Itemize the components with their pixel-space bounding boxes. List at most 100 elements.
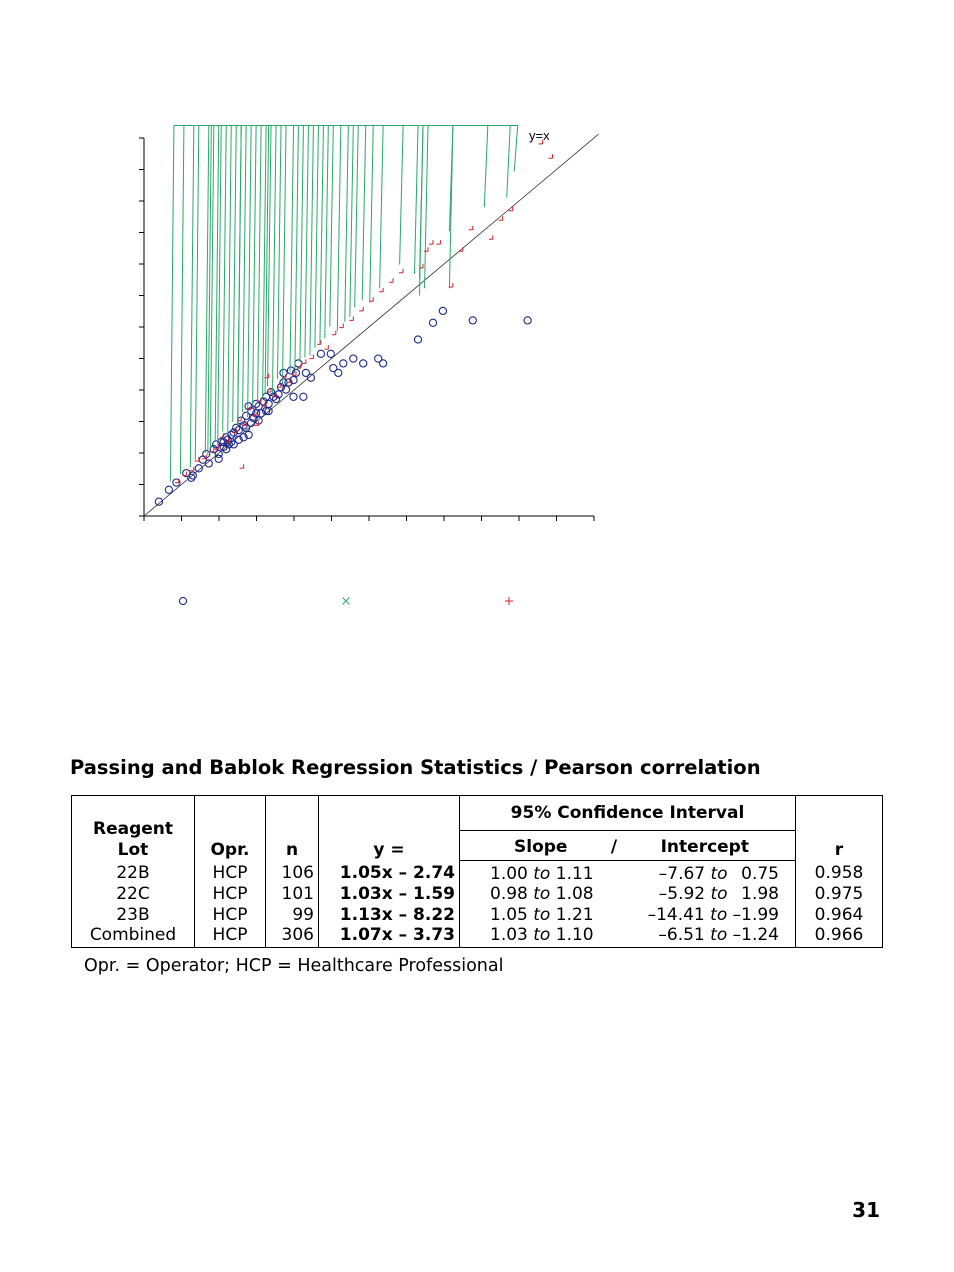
- data-point-x: [325, 126, 347, 342]
- slope-high: 1.11: [555, 863, 594, 884]
- intercept-range: –6.51 to –1.24: [609, 925, 779, 946]
- intercept-range: –14.41 to –1.99: [609, 905, 779, 926]
- data-point-plus: [239, 464, 245, 469]
- cell-n: 306: [265, 925, 319, 948]
- col-header-operator: Opr.: [194, 795, 266, 860]
- data-point-circle: [229, 428, 238, 437]
- to-word: to: [710, 884, 728, 904]
- cell-confidence-interval: 1.03 to 1.10 –6.51 to –1.24: [459, 925, 796, 948]
- slope-low: 1.03: [490, 925, 528, 945]
- data-point-plus: [331, 330, 337, 336]
- data-point-x: [337, 126, 341, 335]
- data-point-plus: [508, 206, 514, 212]
- data-point-circle: [246, 418, 256, 428]
- cell-lot: Combined: [71, 925, 195, 948]
- data-point-circle: [286, 366, 296, 375]
- cell-operator: HCP: [194, 925, 266, 948]
- to-word: to: [710, 925, 728, 945]
- cell-n: 99: [265, 904, 319, 925]
- reference-line-label: y=x: [529, 128, 550, 143]
- data-point-circle: [349, 354, 358, 363]
- table-body: 22B HCP 106 1.05x – 2.74 1.00 to 1.11 –7.67 t…: [71, 860, 883, 948]
- intercept-high: –1.99: [732, 904, 779, 925]
- legend-marker-x: [342, 597, 350, 605]
- data-point-circle: [284, 378, 293, 387]
- data-point-circle: [239, 433, 248, 442]
- data-point-plus: [448, 283, 454, 288]
- data-point-circle: [194, 464, 203, 473]
- slope-high: 1.10: [555, 925, 594, 945]
- legend-marker-circle: [178, 596, 188, 606]
- cell-r: 0.964: [795, 904, 883, 925]
- data-point-plus: [316, 340, 322, 345]
- slope-range: 0.98 to 1.08: [490, 884, 594, 905]
- cell-operator: HCP: [194, 904, 266, 925]
- cell-confidence-interval: 1.05 to 1.21 –14.41 to –1.99: [459, 904, 796, 926]
- data-point-plus: [399, 268, 404, 274]
- section-title: Passing and Bablok Regression Statistics…: [70, 756, 761, 779]
- cell-confidence-interval: 0.98 to 1.08 –5.92 to 1.98: [459, 884, 796, 905]
- slope-low: 1.05: [490, 904, 528, 925]
- col-header-r: r: [795, 795, 883, 860]
- data-point-plus: [538, 139, 544, 145]
- col-header-reagent-lot: Reagent Lot: [71, 795, 195, 860]
- data-point-circle: [301, 368, 311, 378]
- cell-n: 101: [265, 884, 319, 905]
- data-point-plus: [247, 404, 252, 410]
- slope-range: 1.05 to 1.21: [490, 905, 594, 926]
- data-point-plus: [254, 421, 260, 426]
- data-point-x: [195, 126, 468, 464]
- slash-separator: /: [610, 837, 618, 857]
- data-point-circle: [229, 440, 238, 449]
- data-point-circle: [214, 454, 223, 463]
- data-point-plus: [272, 392, 277, 398]
- data-point-plus: [219, 433, 225, 438]
- data-point-plus: [257, 397, 262, 402]
- intercept-high: 0.75: [741, 863, 779, 884]
- data-point-circle: [438, 306, 448, 316]
- to-word: to: [710, 863, 728, 884]
- table-row: Combined HCP 306 1.07x – 3.73 1.03 to 1.10 –6…: [71, 925, 883, 948]
- data-point-circle: [339, 359, 348, 368]
- reagent-lot-header-text: Reagent Lot: [92, 819, 174, 860]
- data-point-circle: [299, 392, 308, 401]
- data-point-plus: [232, 428, 237, 433]
- to-word: to: [710, 904, 728, 925]
- intercept-range: –7.67 to 0.75: [609, 864, 779, 885]
- data-point-plus: [264, 373, 270, 379]
- data-point-circle: [316, 349, 326, 358]
- data-point-x: [290, 126, 380, 376]
- data-point-circle: [188, 471, 197, 480]
- data-point-plus: [359, 306, 364, 312]
- data-point-plus: [424, 247, 429, 252]
- data-point-plus: [237, 416, 242, 422]
- data-point-circle: [234, 425, 243, 435]
- data-point-circle: [329, 363, 338, 373]
- data-point-plus: [287, 378, 292, 383]
- data-point-circle: [413, 335, 423, 344]
- data-point-plus: [429, 240, 434, 245]
- data-point-plus: [379, 287, 384, 293]
- data-point-circle: [359, 359, 368, 368]
- slope-range: 1.03 to 1.10: [490, 925, 594, 946]
- data-point-plus: [488, 235, 494, 240]
- intercept-low: –5.92: [658, 884, 706, 904]
- data-point-x: [283, 126, 393, 388]
- data-point-plus: [189, 466, 195, 472]
- data-point-plus: [324, 345, 329, 350]
- intercept-range: –5.92 to 1.98: [609, 884, 779, 905]
- data-point-circle: [274, 390, 283, 399]
- data-point-circle: [204, 459, 213, 468]
- data-point-x: [305, 126, 366, 362]
- to-word: to: [533, 863, 551, 884]
- intercept-low: –6.51: [658, 925, 705, 945]
- data-point-plus: [262, 402, 267, 407]
- data-point-circle: [281, 385, 291, 394]
- data-point-plus: [194, 457, 200, 462]
- cell-equation: 1.07x – 3.73: [318, 925, 460, 948]
- col-header-confidence-interval: 95% Confidence Interval: [459, 795, 796, 831]
- cell-r: 0.966: [795, 925, 883, 948]
- data-point-circle: [279, 368, 288, 378]
- cell-lot: 22B: [71, 860, 195, 884]
- data-point-plus: [182, 471, 187, 476]
